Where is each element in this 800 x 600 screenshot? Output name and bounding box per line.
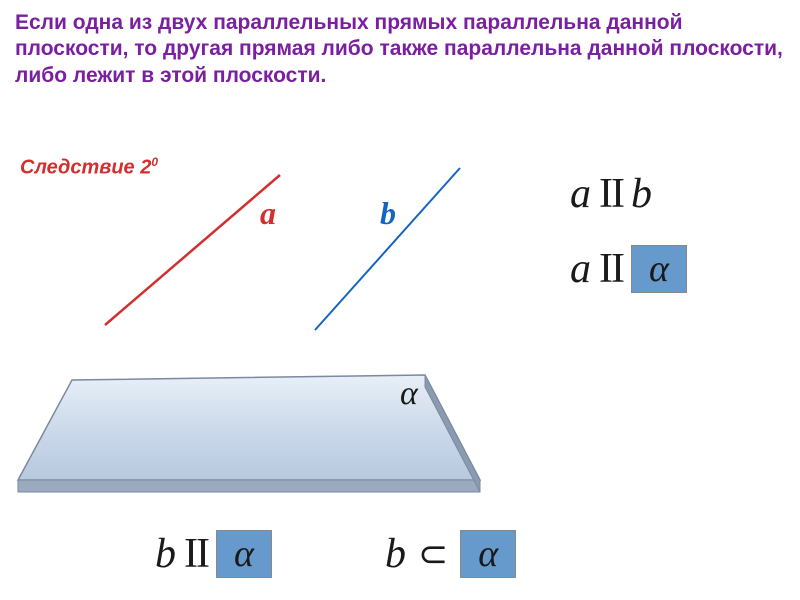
- label-line-a: a: [260, 195, 276, 232]
- subset-symbol: ⊂: [418, 533, 448, 575]
- statement-a-parallel-b: a II b: [570, 170, 652, 218]
- line-a: [105, 175, 280, 325]
- stmt4-b: b: [385, 530, 406, 578]
- parallel-symbol: II: [599, 245, 623, 293]
- parallel-symbol: II: [599, 170, 623, 218]
- line-b: [315, 168, 460, 330]
- label-plane-alpha: α: [400, 375, 418, 413]
- stmt1-a: a: [570, 170, 591, 218]
- parallel-symbol: II: [184, 530, 208, 578]
- stmt2-a: a: [570, 245, 591, 293]
- label-line-b: b: [380, 195, 396, 232]
- stmt1-b: b: [631, 170, 652, 218]
- plane-front-edge: [18, 480, 480, 492]
- alpha-box: α: [460, 530, 516, 578]
- alpha-box: α: [631, 245, 687, 293]
- statement-a-parallel-alpha: a II α: [570, 245, 687, 293]
- stmt3-b: b: [155, 530, 176, 578]
- statement-b-subset-alpha: b ⊂ α: [385, 530, 516, 578]
- statement-b-parallel-alpha: b II α: [155, 530, 272, 578]
- theorem-text: Если одна из двух параллельных прямых па…: [15, 10, 785, 89]
- alpha-box: α: [216, 530, 272, 578]
